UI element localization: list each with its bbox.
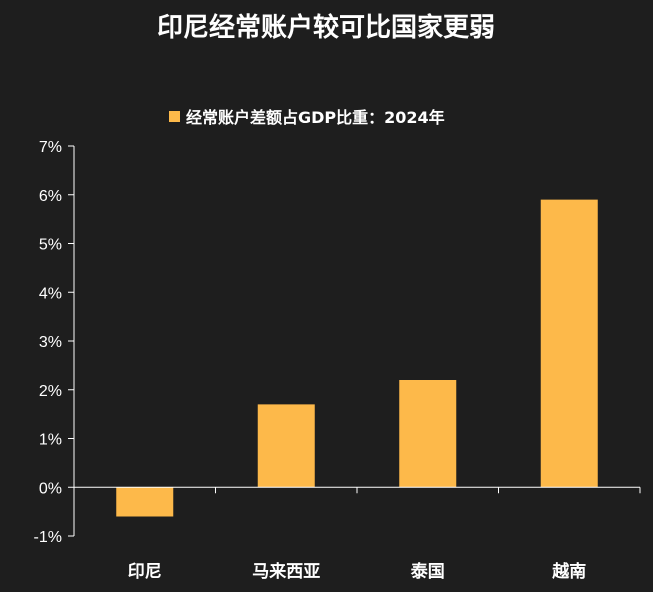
x-category-label: 马来西亚 bbox=[252, 561, 320, 582]
y-tick-label: 3% bbox=[39, 334, 62, 351]
bars bbox=[116, 199, 598, 517]
bar bbox=[399, 380, 457, 488]
y-tick-label: 1% bbox=[39, 432, 62, 449]
y-tick-label: 4% bbox=[39, 285, 62, 302]
x-category-label: 印尼 bbox=[128, 562, 162, 582]
bar bbox=[540, 199, 598, 488]
bar bbox=[257, 404, 315, 488]
y-tick-label: 5% bbox=[39, 237, 62, 254]
y-tick-label: 2% bbox=[39, 383, 62, 400]
legend-label: 经常账户差额占GDP比重：2024年 bbox=[186, 108, 445, 127]
legend-swatch bbox=[169, 111, 180, 122]
chart-title: 印尼经常账户较可比国家更弱 bbox=[157, 12, 495, 43]
y-axis: -1% 0% 1% 2% 3% 4% 5% 6% 7% bbox=[34, 139, 75, 546]
bar bbox=[116, 487, 174, 517]
y-tick-label: 0% bbox=[39, 480, 62, 497]
legend: 经常账户差额占GDP比重：2024年 bbox=[169, 108, 445, 127]
y-tick-label: 7% bbox=[39, 139, 62, 156]
x-axis: 印尼 马来西亚 泰国 越南 bbox=[73, 486, 641, 582]
y-tick-label: -1% bbox=[34, 529, 62, 546]
y-tick-label: 6% bbox=[39, 188, 62, 205]
x-category-label: 越南 bbox=[551, 561, 586, 582]
x-category-label: 泰国 bbox=[411, 561, 445, 582]
